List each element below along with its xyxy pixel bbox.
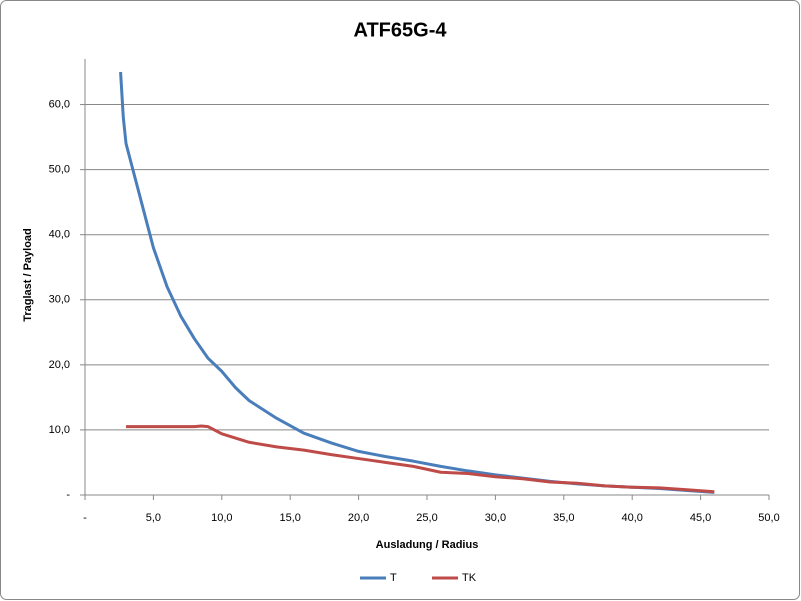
y-tick-label: 40,0 (49, 229, 70, 241)
x-tick-label: 20,0 (348, 512, 369, 524)
y-axis-title: Traglast / Payload (22, 228, 34, 322)
y-tick-label: 30,0 (49, 294, 70, 306)
y-tick-label: 10,0 (49, 424, 70, 436)
x-tick-label: - (83, 512, 87, 524)
y-tick-label: 60,0 (49, 98, 70, 110)
y-tick-label: 50,0 (49, 164, 70, 176)
y-tick-label: 20,0 (49, 359, 70, 371)
x-tick-label: 15,0 (279, 512, 300, 524)
x-tick-label: 5,0 (146, 512, 161, 524)
x-tick-label: 25,0 (416, 512, 437, 524)
x-tick-label: 10,0 (211, 512, 232, 524)
y-tick-label: - (66, 489, 70, 501)
x-tick-label: 35,0 (553, 512, 574, 524)
chart-title: ATF65G-4 (354, 19, 448, 41)
x-axis-title: Ausladung / Radius (376, 539, 479, 551)
x-tick-label: 45,0 (690, 512, 711, 524)
x-tick-label: 40,0 (621, 512, 642, 524)
x-tick-label: 30,0 (485, 512, 506, 524)
line-series (126, 424, 715, 494)
x-tick-label: 50,0 (758, 512, 779, 524)
legend-label: T (390, 572, 397, 584)
legend-label: TK (462, 572, 477, 584)
